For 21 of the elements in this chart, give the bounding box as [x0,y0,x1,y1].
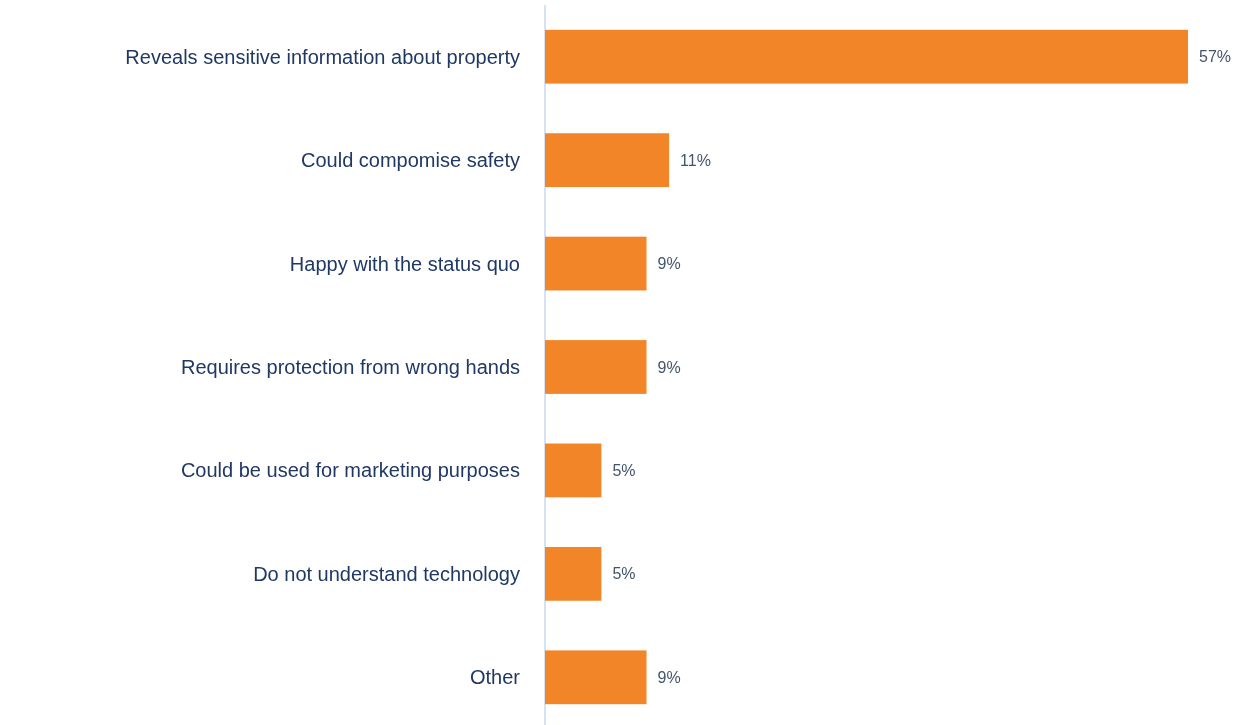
y-tick-label: Could compomise safety [301,149,520,172]
bar [545,650,647,705]
y-tick-label: Happy with the status quo [289,252,520,275]
y-tick-label: Do not understand technology [253,562,520,585]
bar [545,236,647,291]
bar [545,29,1188,84]
bar [545,340,647,394]
data-label: 5% [612,565,636,583]
y-tick-label: Could be used for marketing purposes [180,459,520,482]
bar [545,133,670,188]
y-tick-label: Requires protection from wrong hands [180,356,520,378]
bar [545,443,602,498]
y-tick-label: Other [469,666,521,689]
y-tick-label: Reveals sensitive information about property [125,45,520,68]
data-label: 9% [657,358,681,376]
data-label: 11% [680,151,711,169]
bar [545,546,602,601]
data-label: 5% [612,462,636,480]
data-label: 57% [1199,48,1232,66]
data-label: 9% [657,668,681,686]
data-label: 9% [657,255,681,273]
